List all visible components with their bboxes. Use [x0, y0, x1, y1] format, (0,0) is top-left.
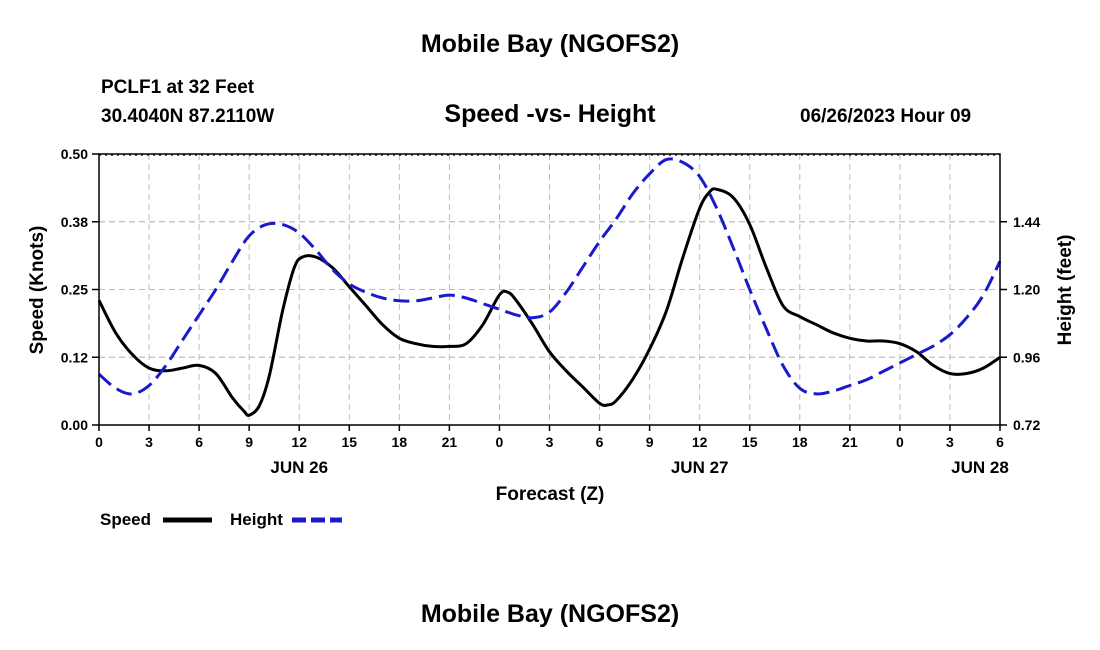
x-tick-label: 9 [646, 434, 654, 450]
x-tick-label: 15 [341, 434, 357, 450]
series-layer [97, 157, 1002, 417]
x-tick-label: 15 [742, 434, 758, 450]
grid-lines [99, 154, 1000, 425]
y-right-tick-label: 0.72 [1013, 417, 1040, 433]
y-tick-label: 0.25 [61, 282, 88, 298]
x-tick-label: 3 [145, 434, 153, 450]
forecast-timestamp: 06/26/2023 Hour 09 [800, 106, 972, 127]
day-labels: JUN 26 JUN 27 JUN 28 [270, 458, 1008, 477]
x-tick-label: 12 [291, 434, 307, 450]
x-tick-label: 18 [392, 434, 408, 450]
y-tick-label: 0.50 [61, 146, 88, 162]
y-right-tick-label: 1.44 [1013, 214, 1040, 230]
y-tick-label: 0.00 [61, 417, 88, 433]
y-tick-label: 0.12 [61, 349, 88, 365]
x-tick-label: 21 [442, 434, 458, 450]
day-label: JUN 27 [671, 458, 729, 477]
x-axis-label: Forecast (Z) [496, 484, 605, 505]
y-tick-label: 0.38 [61, 214, 88, 230]
x-tick-label: 12 [692, 434, 708, 450]
legend-label-height: Height [230, 510, 283, 529]
x-tick-label: 6 [195, 434, 203, 450]
series-line-speed [97, 187, 1001, 417]
x-tick-label: 21 [842, 434, 858, 450]
y-right-tick-label: 1.20 [1013, 282, 1040, 298]
x-tick-label: 18 [792, 434, 808, 450]
x-tick-label: 0 [95, 434, 103, 450]
series-line-height [98, 157, 1002, 396]
station-label: PCLF1 at 32 Feet [101, 77, 255, 98]
right-axis-ticks: 0.72 0.96 1.20 1.44 [1000, 214, 1040, 433]
x-tick-label: 0 [896, 434, 904, 450]
x-tick-label: 9 [245, 434, 253, 450]
legend: Speed Height [100, 510, 342, 529]
left-axis-label: Speed (Knots) [27, 226, 48, 355]
legend-label-speed: Speed [100, 510, 151, 529]
x-tick-label: 6 [996, 434, 1004, 450]
main-title: Mobile Bay (NGOFS2) [420, 30, 680, 58]
day-label: JUN 26 [270, 458, 328, 477]
day-label: JUN 28 [951, 458, 1009, 477]
x-tick-label: 3 [946, 434, 954, 450]
x-tick-label: 3 [546, 434, 554, 450]
left-axis-ticks: 0.00 0.12 0.25 0.38 0.50 [61, 146, 99, 433]
y-right-tick-label: 0.96 [1013, 349, 1040, 365]
x-tick-label: 0 [496, 434, 504, 450]
right-axis-label: Height (feet) [1055, 235, 1076, 346]
station-coordinates: 30.4040N 87.2110W [101, 106, 275, 127]
footer-title: Mobile Bay (NGOFS2) [420, 600, 680, 628]
x-axis-ticks: 0 3 6 9 12 15 18 21 0 3 6 9 12 15 18 21 0 3 6 [95, 425, 1004, 450]
chart-subtitle: Speed -vs- Height [444, 100, 656, 128]
x-tick-label: 6 [596, 434, 604, 450]
